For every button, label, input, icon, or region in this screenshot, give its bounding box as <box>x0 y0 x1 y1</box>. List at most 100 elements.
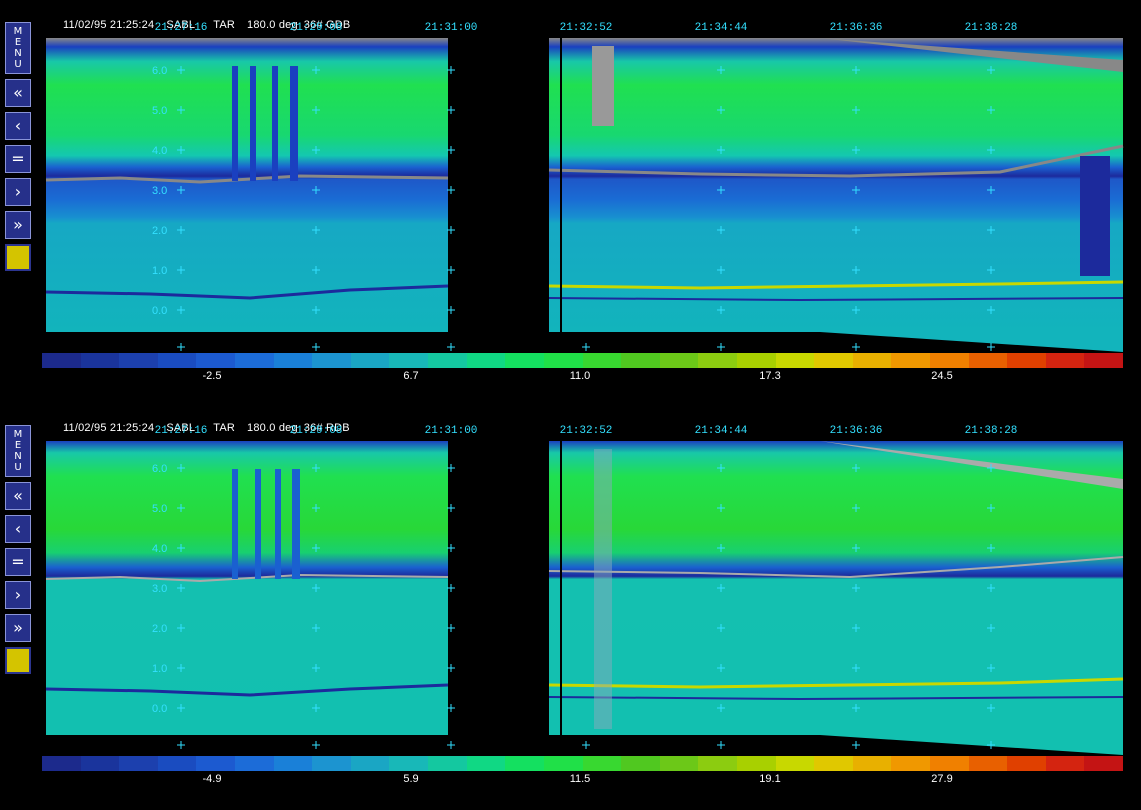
y-tick-label: 2.0 <box>152 623 167 635</box>
y-tick-label: 4.0 <box>152 145 167 157</box>
colorbar-swatch <box>968 756 1008 771</box>
header-angle: 180.0 deg <box>247 19 298 31</box>
step-forward-button[interactable]: › <box>5 178 31 206</box>
header-mode: TAR <box>213 19 236 31</box>
panel-gdb: 11/02/95 21:25:24 SABL TAR 180.0 deg 36# GDB… <box>0 0 1141 403</box>
header-channel: 36# RDB <box>303 422 350 434</box>
colorbar-swatch <box>814 353 853 368</box>
grid-crosses <box>177 464 995 749</box>
colorbar-swatch <box>350 353 390 368</box>
time-axis: 21:27:16 21:29:08 21:31:00 21:32:52 21:3… <box>0 425 1141 439</box>
colorbar-swatch <box>659 756 699 771</box>
colorbar <box>42 353 1124 368</box>
colorbar-labels: -4.9 5.9 11.5 19.1 27.9 <box>0 773 1141 787</box>
colorbar-swatch <box>736 756 776 771</box>
colorbar-swatch <box>1084 756 1124 771</box>
colorbar-swatch <box>1007 756 1046 771</box>
colorbar-label: 24.5 <box>931 370 953 382</box>
colorbar-swatch <box>543 756 583 771</box>
y-tick-label: 1.0 <box>152 663 167 675</box>
colorbar-swatch <box>968 353 1008 368</box>
header-channel: 36# GDB <box>303 19 351 31</box>
color-indicator-button[interactable] <box>5 244 31 271</box>
colorbar-label: 19.1 <box>759 773 781 785</box>
colorbar-swatch <box>157 353 197 368</box>
time-label: 21:38:28 <box>964 22 1018 34</box>
colorbar-swatch <box>428 353 467 368</box>
colorbar-swatch <box>80 756 120 771</box>
colorbar-label: -4.9 <box>202 773 222 785</box>
colorbar-swatch <box>42 756 81 771</box>
time-label: 21:34:44 <box>694 425 748 437</box>
pause-button[interactable]: = <box>5 548 31 576</box>
menu-letter: M <box>13 26 23 37</box>
y-tick-label: 0.0 <box>152 305 167 317</box>
panel-header: 11/02/95 21:25:24 SABL TAR 180.0 deg 36# RDB <box>50 410 362 446</box>
header-datetime: 11/02/95 21:25:24 <box>63 422 155 434</box>
panel-rdb: 11/02/95 21:25:24 SABL TAR 180.0 deg 36# RDB… <box>0 403 1141 806</box>
colorbar-label: 11.0 <box>569 370 591 382</box>
colorbar-label: 27.9 <box>931 773 953 785</box>
time-label: 21:27:16 <box>154 425 208 437</box>
colorbar-swatch <box>891 353 931 368</box>
colorbar-swatch <box>852 353 892 368</box>
menu-letter: E <box>14 440 22 451</box>
colorbar-swatch <box>814 756 853 771</box>
fast-forward-button[interactable]: » <box>5 211 31 239</box>
time-label: 21:36:36 <box>829 425 883 437</box>
menu-letter: U <box>14 59 22 70</box>
colorbar-label: 17.3 <box>759 370 781 382</box>
fast-forward-button[interactable]: » <box>5 614 31 642</box>
header-angle: 180.0 deg <box>247 422 298 434</box>
colorbar-swatch <box>621 353 660 368</box>
colorbar-swatch <box>157 756 197 771</box>
colorbar-swatch <box>312 353 351 368</box>
step-back-button[interactable]: ‹ <box>5 515 31 543</box>
radar-image: 6.0 5.0 4.0 3.0 2.0 1.0 0.0 <box>0 439 1141 755</box>
colorbar-swatch <box>1045 756 1085 771</box>
colorbar-swatch <box>505 756 544 771</box>
y-tick-label: 3.0 <box>152 185 167 197</box>
time-axis: 21:27:16 21:29:08 21:31:00 21:32:52 21:3… <box>0 22 1141 36</box>
y-tick-label: 3.0 <box>152 583 167 595</box>
y-tick-label: 6.0 <box>152 463 167 475</box>
colorbar-swatch <box>1007 353 1046 368</box>
color-indicator-button[interactable] <box>5 647 31 674</box>
step-forward-button[interactable]: › <box>5 581 31 609</box>
colorbar-swatch <box>80 353 120 368</box>
grid-crosses <box>177 66 995 351</box>
colorbar-swatch <box>312 756 351 771</box>
colorbar-swatch <box>466 756 506 771</box>
colorbar-swatch <box>196 353 236 368</box>
colorbar-swatch <box>930 756 969 771</box>
pause-button[interactable]: = <box>5 145 31 173</box>
colorbar-swatch <box>775 756 815 771</box>
panel-header: 11/02/95 21:25:24 SABL TAR 180.0 deg 36# GDB <box>50 7 362 43</box>
fast-rewind-button[interactable]: « <box>5 482 31 510</box>
colorbar-label: 11.5 <box>569 773 591 785</box>
colorbar-swatch <box>1084 353 1124 368</box>
menu-letter: N <box>14 451 22 462</box>
colorbar-swatch <box>891 756 931 771</box>
colorbar-swatch <box>659 353 699 368</box>
menu-letter: N <box>14 48 22 59</box>
time-label: 21:32:52 <box>559 22 613 34</box>
y-tick-label: 2.0 <box>152 225 167 237</box>
radar-image-svg: 6.0 5.0 4.0 3.0 2.0 1.0 0.0 <box>45 38 1124 352</box>
colorbar-swatch <box>775 353 815 368</box>
fast-rewind-button[interactable]: « <box>5 79 31 107</box>
colorbar-swatch <box>698 353 737 368</box>
time-label: 21:29:08 <box>289 425 343 437</box>
menu-letter: U <box>14 462 22 473</box>
y-tick-label: 0.0 <box>152 703 167 715</box>
menu-letter: E <box>14 37 22 48</box>
step-back-button[interactable]: ‹ <box>5 112 31 140</box>
header-site: SABL <box>166 19 196 31</box>
colorbar-swatch <box>42 353 81 368</box>
y-tick-label: 6.0 <box>152 65 167 77</box>
colorbar-swatch <box>582 756 622 771</box>
